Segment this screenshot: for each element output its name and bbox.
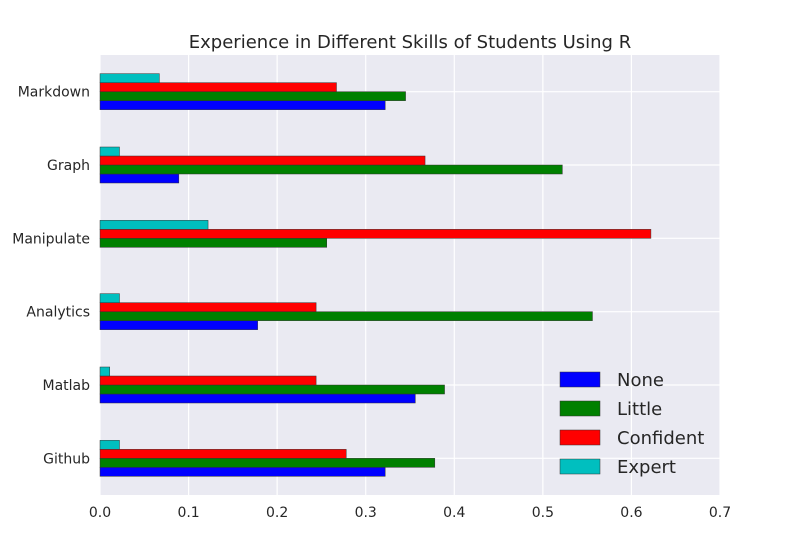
x-tick-label: 0.1 <box>177 505 199 521</box>
bar-little-github <box>99 458 436 468</box>
bar-none-matlab <box>99 393 416 404</box>
y-tick-label: Analytics <box>26 305 90 321</box>
x-tick-label: 0.7 <box>709 505 731 521</box>
bar-none-graph <box>99 173 180 184</box>
x-tick-label: 0.2 <box>266 505 288 521</box>
y-tick-label: Github <box>43 451 90 467</box>
bar-confident-manipulate <box>99 229 652 239</box>
bar-confident-github <box>99 449 347 459</box>
bar-confident-markdown <box>99 82 337 92</box>
bar-none-markdown <box>99 100 386 110</box>
bar-little-analytics <box>99 311 593 321</box>
chart-title: Experience in Different Skills of Studen… <box>189 32 631 53</box>
legend: None Little Confident Expert <box>559 370 704 478</box>
x-tick-label: 0.0 <box>89 505 111 521</box>
bar-expert-analytics <box>99 293 120 303</box>
legend-label: Expert <box>617 457 676 478</box>
bar-little-manipulate <box>99 238 327 248</box>
x-tick-label: 0.5 <box>532 505 554 521</box>
legend-label: Confident <box>617 428 704 449</box>
bar-none-github <box>99 467 386 477</box>
bar-confident-graph <box>99 155 426 166</box>
y-tick-label: Matlab <box>42 378 90 394</box>
legend-swatch-confident <box>559 429 601 446</box>
legend-label: None <box>617 370 664 391</box>
legend-swatch-expert <box>559 458 601 475</box>
y-tick-label: Manipulate <box>12 231 90 247</box>
bar-expert-graph <box>99 146 120 157</box>
bar-expert-manipulate <box>99 220 209 230</box>
bar-confident-analytics <box>99 302 317 312</box>
legend-swatch-little <box>559 400 601 417</box>
bar-expert-github <box>99 440 120 450</box>
x-tick-label: 0.6 <box>620 505 642 521</box>
legend-label: Little <box>617 399 662 420</box>
y-axis-ticks: Github Matlab Analytics Manipulate Graph Mark… <box>12 85 90 468</box>
legend-swatch-none <box>559 371 601 388</box>
bar-expert-matlab <box>99 366 110 377</box>
bar-confident-matlab <box>99 375 317 386</box>
x-axis-ticks: 0.0 0.1 0.2 0.3 0.4 0.5 0.6 0.7 <box>89 505 731 521</box>
bar-little-graph <box>99 164 563 175</box>
x-tick-label: 0.3 <box>355 505 377 521</box>
bar-little-matlab <box>99 384 445 395</box>
y-tick-label: Graph <box>47 158 90 174</box>
bars <box>99 73 652 477</box>
bar-expert-markdown <box>99 73 160 83</box>
x-tick-label: 0.4 <box>443 505 465 521</box>
y-tick-label: Markdown <box>18 85 90 101</box>
bar-little-markdown <box>99 91 406 101</box>
bar-none-analytics <box>99 320 258 330</box>
plot-background <box>100 55 720 495</box>
